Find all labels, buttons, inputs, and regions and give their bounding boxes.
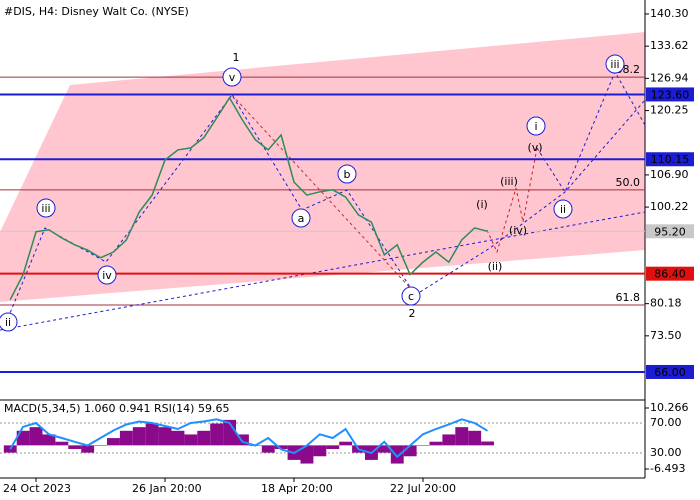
wave-path <box>486 147 538 254</box>
level-box <box>646 87 694 102</box>
macd-bar <box>197 430 211 446</box>
channel <box>0 32 645 302</box>
macd-bar <box>313 445 327 457</box>
macd-bar <box>442 434 456 446</box>
y-tick-label: 10.266 <box>650 401 689 414</box>
wave-path <box>231 94 413 291</box>
wave-label: iii <box>41 202 50 215</box>
y-tick-label: 126.94 <box>650 71 689 84</box>
fib-label: 50.0 <box>616 176 641 189</box>
y-tick-label: 140.30 <box>650 7 689 20</box>
wave-label: v <box>229 71 236 84</box>
wave-label: 1 <box>233 51 240 64</box>
wave-label: ii <box>560 203 566 216</box>
macd-bar <box>481 441 494 446</box>
macd-bar <box>107 438 120 446</box>
wave-label: c <box>408 290 414 303</box>
y-tick-label: -6.493 <box>650 462 685 475</box>
x-tick-label: 22 Jul 20:00 <box>390 482 456 495</box>
level-label: 86.40 <box>654 268 686 281</box>
y-tick-label: 120.25 <box>650 104 689 117</box>
level-label: 123.60 <box>651 88 690 101</box>
y-tick-label: 73.50 <box>650 329 682 342</box>
wave-circle <box>401 286 421 306</box>
level-box <box>646 364 694 379</box>
x-tick-label: 24 Oct 2023 <box>3 482 71 495</box>
wave-circle <box>222 67 242 87</box>
wave-circle <box>605 54 625 74</box>
wave-label: (iii) <box>500 175 518 188</box>
macd-bar <box>55 441 69 446</box>
macd-bar <box>468 430 482 446</box>
macd-bar <box>16 430 30 446</box>
macd-bar <box>377 445 391 453</box>
macd-bar <box>94 445 107 446</box>
wave-path <box>7 94 413 319</box>
macd-bar <box>81 445 95 453</box>
indicator-title: MACD(5,34,5) 1.060 0.941 RSI(14) 59.65 <box>4 402 229 415</box>
macd-bar <box>300 445 314 464</box>
macd-bar <box>210 423 224 446</box>
x-tick-label: 18 Apr 20:00 <box>261 482 333 495</box>
x-tick-label: 26 Jan 20:00 <box>132 482 202 495</box>
macd-bar <box>29 427 43 446</box>
rsi-line <box>9 418 489 459</box>
y2-tick-label: 70.00 <box>650 416 682 429</box>
wave-label: 2 <box>409 307 416 320</box>
level-box <box>646 152 694 167</box>
wave-label: i <box>534 120 537 133</box>
wave-label: (v) <box>527 141 542 154</box>
wave-label: (ii) <box>488 260 503 273</box>
wave-circle <box>553 199 573 219</box>
macd-bar <box>339 441 353 446</box>
macd-bar <box>68 445 82 449</box>
wave-circle <box>337 164 357 184</box>
y2-tick-label: 30.00 <box>650 446 682 459</box>
macd-bar <box>171 430 185 446</box>
wave-circle <box>291 208 311 228</box>
y-tick-label: 100.22 <box>650 200 689 213</box>
y-tick-label: 80.18 <box>650 297 682 310</box>
macd-bar <box>184 434 198 446</box>
wave-label: (iv) <box>509 224 527 237</box>
level-label: 66.00 <box>654 366 686 379</box>
fib-label: 61.8 <box>616 291 641 304</box>
wave-label: ii <box>5 316 11 329</box>
wave-circle <box>0 312 18 332</box>
wave-label: a <box>298 212 305 225</box>
macd-bar <box>390 445 404 464</box>
macd-bar <box>236 434 249 446</box>
macd-bar <box>429 441 443 446</box>
level-box <box>646 224 694 239</box>
macd-bar <box>403 445 417 457</box>
macd-bar <box>42 434 56 446</box>
macd-bar <box>326 445 340 449</box>
wave-circle <box>36 198 56 218</box>
macd-bar <box>416 445 430 446</box>
macd-bar <box>158 427 172 446</box>
macd-bar <box>274 445 288 449</box>
wave-label: iv <box>102 269 112 282</box>
y-tick-label: 106.90 <box>650 168 689 181</box>
level-label: 95.20 <box>654 225 686 238</box>
wave-label: iii <box>610 58 619 71</box>
macd-bar <box>145 423 159 446</box>
wave-circle <box>97 265 117 285</box>
y-tick-label: 133.62 <box>650 39 689 52</box>
macd-bar <box>119 430 133 446</box>
wave-label: (i) <box>476 198 488 211</box>
macd-bar <box>455 427 469 446</box>
level-label: 110.15 <box>651 153 690 166</box>
chart-title: #DIS, H4: Disney Walt Co. (NYSE) <box>4 5 189 18</box>
level-box <box>646 266 694 281</box>
macd-bar <box>132 427 146 446</box>
wave-label: b <box>344 168 351 181</box>
price-line <box>9 96 488 301</box>
wave-circle <box>526 116 546 136</box>
wave-path <box>536 70 646 194</box>
macd-bar <box>261 445 275 453</box>
